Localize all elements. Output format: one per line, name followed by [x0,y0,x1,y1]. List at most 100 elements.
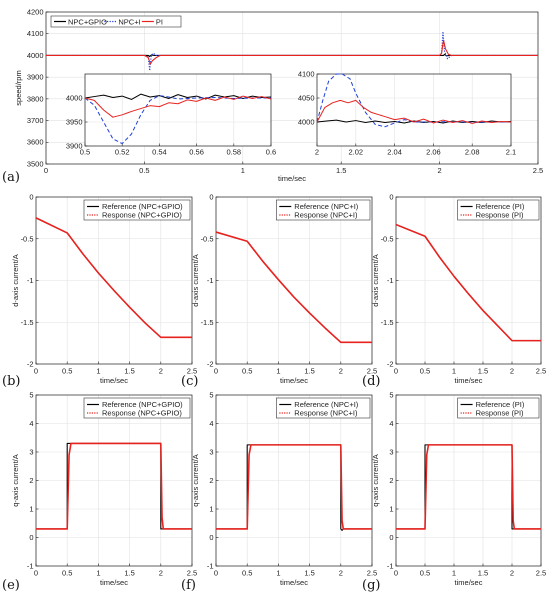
legend-entry: Response (NPC+I) [294,409,358,418]
x-tick-label: 0.52 [115,148,130,157]
legend-entry: Reference (PI) [476,400,525,409]
x-tick-label: 1.5 [478,367,488,376]
x-tick-label: 0.5 [139,166,149,175]
legend-entry: NPC+GPIO [68,17,107,26]
y-tick-label: -2 [387,360,394,369]
x-tick-label: 2.5 [187,569,197,578]
x-tick-label: 0.5 [62,367,72,376]
y-tick-label: 0 [29,533,33,542]
x-tick-label: 0.6 [266,148,276,157]
legend-entry: NPC+I [118,17,140,26]
x-tick-label: 0.5 [80,148,90,157]
y-tick-label: 3500 [27,159,44,168]
x-tick-label: 2.08 [465,148,480,157]
x-tick-label: 2.1 [506,148,516,157]
x-tick-label: 0 [214,367,218,376]
legend: Reference (NPC+I)Response (NPC+I) [275,199,371,221]
y-tick-label: 0 [29,193,33,202]
x-tick-label: 1.5 [304,367,314,376]
inset-zoom-1: 0.5 0.52 0.54 0.56 0.58 0.6 3900 3950 4000 [66,73,276,157]
x-tick-label: 1 [96,367,100,376]
x-tick-label: 0 [214,569,218,578]
y-tick-label: -1 [207,562,214,571]
y-tick-label: 5 [29,391,33,400]
y-tick-label: 0 [209,193,213,202]
x-tick-label: 0.5 [420,569,430,578]
y-tick-label: 3900 [27,73,44,82]
y-tick-label: 3950 [66,117,83,126]
x-axis-label: time/sec [280,376,308,385]
axes-frame [84,73,272,147]
legend: Reference (PI)Response (PI) [457,397,540,419]
x-tick-label: 2 [159,367,163,376]
x-tick-label: 1.5 [124,367,134,376]
legend-box [275,397,371,419]
y-tick-label: -1 [387,276,394,285]
legend-box [457,199,540,221]
x-tick-label: 2.5 [367,367,377,376]
x-tick-label: 2 [339,569,343,578]
y-tick-label: 3700 [27,116,44,125]
y-tick-label: -1.5 [21,318,34,327]
panel-label: (e) [2,578,20,593]
legend-box [457,397,540,419]
y-tick-label: 2 [389,476,393,485]
chart-c: 0 0.5 1 1.5 2 2.5 -2 -1.5 -1 -0.5 0 time/sec d-axis … [191,193,377,385]
x-axis-label: time/sec [278,174,306,183]
x-tick-label: 0.58 [226,148,241,157]
x-tick-label: 0.5 [242,569,252,578]
y-tick-label: 2 [29,476,33,485]
legend-entry: PI [156,17,163,26]
x-tick-label: 0 [394,569,398,578]
series-line-pi [46,39,538,65]
legend: Reference (NPC+GPIO)Response (NPC+GPIO) [83,199,191,221]
x-tick-label: 1.5 [478,569,488,578]
x-tick-label: 2 [315,148,319,157]
legend-box [275,199,371,221]
y-axis-label: q-axis current/A [191,454,200,507]
inset-zoom-2: 2 2.02 2.04 2.06 2.08 2.1 4000 4050 4100 [298,69,516,156]
x-axis-label: time/sec [455,376,483,385]
chart-b: 0 0.5 1 1.5 2 2.5 -2 -1.5 -1 -0.5 0 time/sec d-axis … [11,193,197,385]
y-tick-label: 4100 [298,69,315,78]
x-tick-label: 0.5 [242,367,252,376]
legend-entry: Reference (NPC+GPIO) [102,202,183,211]
x-tick-label: 0 [34,367,38,376]
x-tick-label: 0 [44,166,48,175]
x-tick-label: 0.5 [420,367,430,376]
y-tick-label: -0.5 [201,234,214,243]
inset-series-line [84,95,271,145]
x-tick-label: 1 [276,367,280,376]
legend-entry: Reference (NPC+I) [294,202,358,211]
y-tick-label: 4 [29,419,33,428]
y-tick-label: 4 [389,419,393,428]
response-line [36,442,192,530]
y-tick-label: 3800 [27,94,44,103]
response-line [215,231,372,344]
axes-frame [316,73,512,147]
legend: Reference (NPC+GPIO)Response (NPC+GPIO) [83,397,191,419]
x-tick-label: 2 [339,367,343,376]
y-tick-label: 3900 [66,141,83,150]
x-tick-label: 0.56 [189,148,204,157]
y-tick-label: -1.5 [381,318,394,327]
y-tick-label: 1 [209,505,213,514]
y-tick-label: 4000 [298,117,315,126]
speed-chart: 0 0.5 1 1.5 2 2.5 3500 3600 3700 3800 3900 4000 4100… [14,7,543,183]
y-axis-label: d-axis current/A [191,254,200,307]
y-tick-label: 4 [209,419,213,428]
y-axis-label: q-axis current/A [371,454,380,507]
x-tick-label: 1 [96,569,100,578]
y-tick-label: 1 [29,505,33,514]
y-tick-label: 4000 [27,51,44,60]
x-axis-label: time/sec [455,578,483,587]
x-axis-label: time/sec [100,578,128,587]
plot-area [317,74,511,146]
panel-label: (d) [362,374,380,389]
legend-entry: Response (PI) [476,211,524,220]
legend-box [83,199,191,221]
y-tick-label: 4000 [66,93,83,102]
legend: NPC+GPIO NPC+I PI [50,15,182,28]
x-tick-label: 2 [510,367,514,376]
